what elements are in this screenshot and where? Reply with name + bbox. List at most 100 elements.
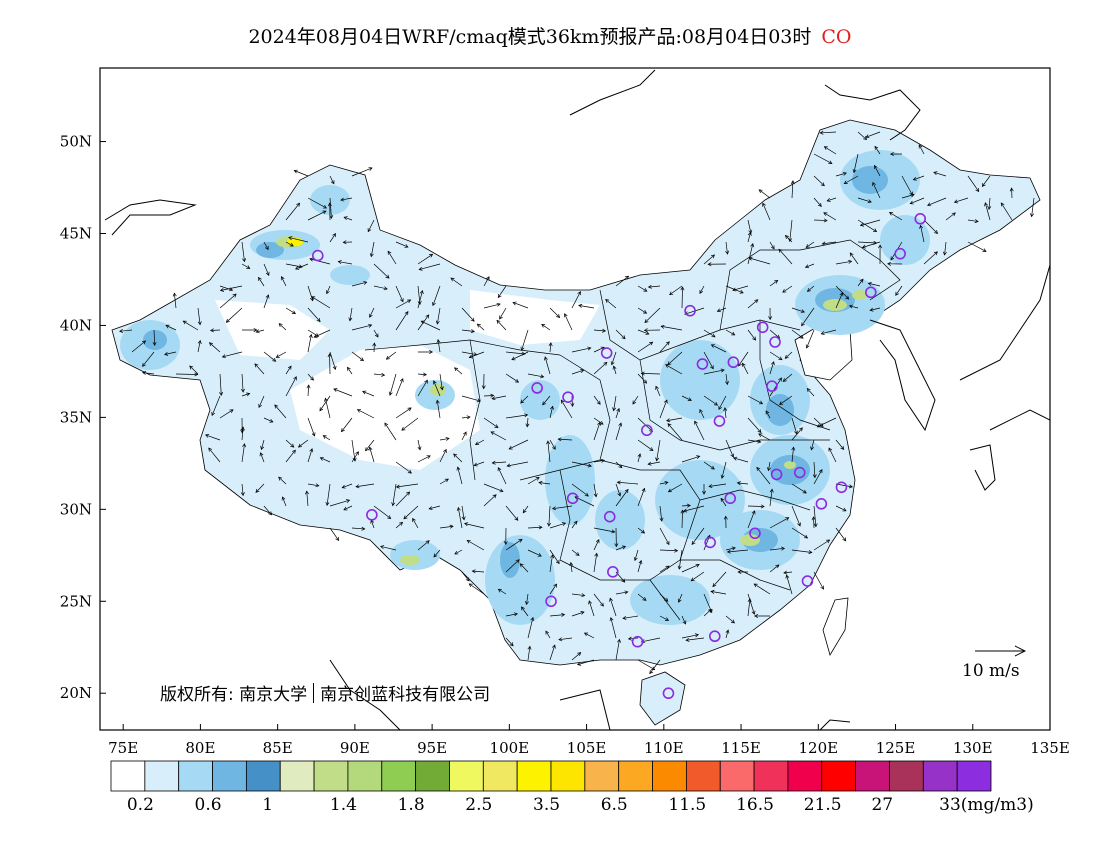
wind-arrow — [835, 439, 845, 450]
wind-arrow — [373, 329, 379, 338]
wind-arrow — [275, 351, 287, 358]
wind-arrow — [337, 260, 353, 265]
wind-arrow — [659, 505, 664, 522]
wind-arrow — [311, 296, 331, 309]
wind-arrow — [633, 549, 639, 562]
wind-arrow — [869, 307, 881, 312]
wind-arrow — [784, 235, 793, 243]
wind-arrow — [779, 395, 793, 405]
wind-arrow — [373, 505, 392, 519]
wind-arrow — [263, 505, 273, 516]
wind-arrow — [852, 153, 859, 174]
wind-arrow — [461, 395, 482, 403]
wind-arrow — [758, 433, 771, 441]
wind-arrow — [813, 469, 823, 485]
wind-arrow — [583, 632, 595, 639]
station-marker — [815, 498, 828, 510]
wind-arrow — [545, 630, 551, 639]
station-marker — [835, 481, 848, 494]
wind-arrow — [835, 259, 853, 265]
lon-tick-label: 100E — [490, 739, 530, 757]
wind-arrow — [453, 453, 463, 463]
lon-tick-label: 75E — [108, 739, 138, 757]
separator-bar — [313, 683, 315, 703]
wind-arrow — [637, 329, 650, 335]
wind-arrow — [395, 407, 412, 419]
lon-tick-label: 85E — [263, 739, 293, 757]
wind-arrow — [288, 236, 309, 243]
wind-arrow — [593, 361, 608, 375]
wind-arrow — [640, 637, 661, 644]
wind-arrow — [859, 219, 881, 227]
station-marker — [770, 468, 783, 481]
latitude-axis: 50N 45N 40N 35N 30N 25N 20N — [60, 133, 106, 702]
wind-arrow — [436, 338, 441, 353]
wind-arrow — [325, 483, 331, 506]
wind-arrow — [417, 289, 424, 309]
wind-arrow — [549, 307, 561, 318]
wind-arrow — [549, 554, 555, 573]
wind-arrow — [432, 285, 441, 307]
wind-arrow — [610, 351, 617, 366]
wind-arrow — [263, 351, 277, 362]
wind-arrow — [659, 593, 669, 602]
wind-arrow — [468, 583, 485, 595]
station-marker — [749, 527, 761, 540]
wind-arrow — [369, 241, 375, 258]
wind-arrow — [240, 426, 245, 441]
wind-arrow — [483, 494, 497, 507]
wind-arrow — [219, 373, 224, 396]
wind-arrow — [647, 461, 661, 466]
wind-arrow — [307, 307, 321, 323]
wind-arrow — [723, 407, 728, 419]
wind-arrow — [549, 583, 558, 595]
wind-vector-field — [119, 130, 1035, 675]
low-area-tibet — [290, 345, 480, 470]
kazakhstan-coast — [104, 199, 197, 236]
wind-arrow — [483, 302, 501, 309]
wind-arrow — [546, 440, 551, 463]
wind-arrow — [461, 307, 475, 322]
wind-arrow — [615, 422, 623, 441]
wind-arrow — [901, 193, 915, 199]
wind-arrow — [263, 263, 270, 276]
lon-tick-label: 80E — [185, 739, 215, 757]
station-marker — [769, 336, 781, 348]
wind-arrow — [942, 241, 947, 256]
station-marker — [766, 380, 778, 392]
wind-arrow — [508, 439, 529, 450]
wind-arrow — [450, 277, 463, 287]
legend-label: 1.8 — [397, 795, 425, 815]
wind-arrow — [741, 362, 749, 375]
wind-arrow — [571, 652, 582, 661]
wind-arrow — [981, 175, 991, 187]
wind-arrow — [343, 505, 353, 511]
wind-arrow — [481, 373, 486, 390]
wind-arrow — [835, 171, 847, 177]
legend-label: 33(mg/m3) — [939, 795, 1034, 815]
wind-arrow — [281, 496, 287, 507]
wind-arrow — [769, 564, 780, 573]
wind-arrow — [769, 361, 775, 375]
wind-arrow — [710, 589, 727, 595]
legend-label: 0.6 — [194, 795, 222, 815]
wind-arrow — [632, 395, 639, 405]
wind-arrow — [454, 549, 463, 555]
wind-arrow — [395, 521, 404, 529]
wind-arrow — [669, 285, 683, 296]
wind-arrow — [558, 637, 573, 642]
legend-swatch — [482, 760, 518, 792]
low-area-inner-mongolia — [470, 290, 600, 345]
wind-arrow — [388, 373, 397, 396]
wind-arrow — [895, 285, 903, 296]
wind-arrow — [435, 307, 441, 325]
legend-swatch — [110, 760, 146, 792]
wind-arrow — [655, 439, 661, 462]
sea-of-okhotsk-coast — [569, 69, 921, 141]
wind-arrow — [747, 417, 762, 434]
wind-arrow — [491, 460, 507, 465]
wind-arrow — [355, 483, 375, 489]
wind-arrow — [240, 483, 245, 497]
wind-arrow — [1000, 202, 1013, 221]
legend-swatch — [753, 760, 789, 792]
